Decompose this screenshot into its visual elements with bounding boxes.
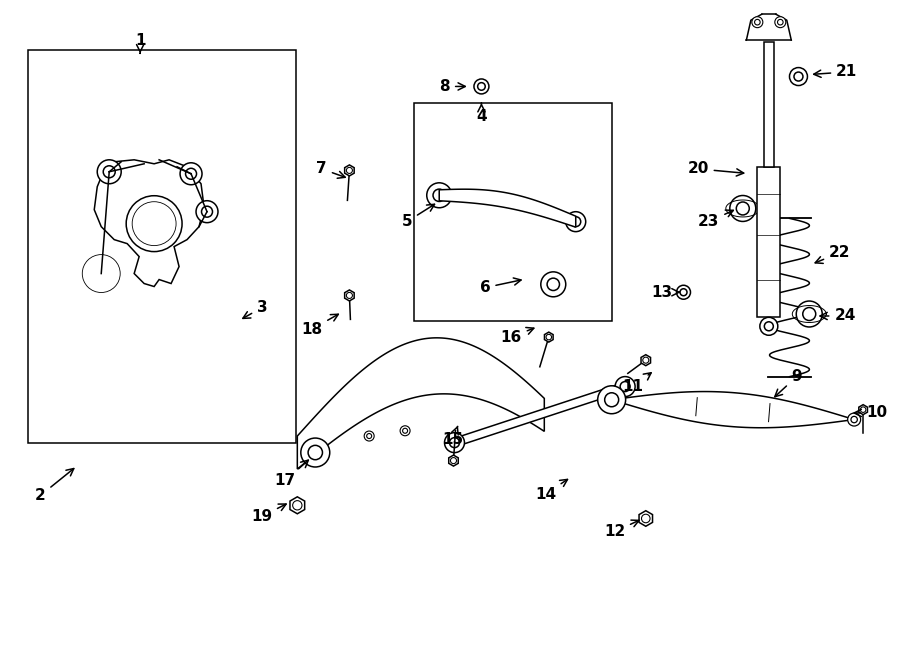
Circle shape [196,201,218,223]
Text: 20: 20 [688,161,743,176]
Circle shape [566,212,586,231]
Text: 7: 7 [316,161,346,178]
Circle shape [451,457,456,463]
Circle shape [292,500,302,510]
Circle shape [778,19,783,25]
Circle shape [364,431,374,441]
Text: 21: 21 [814,64,858,79]
Circle shape [104,166,115,178]
Circle shape [97,160,122,184]
Circle shape [620,381,630,391]
Circle shape [132,202,176,246]
Circle shape [445,433,464,453]
Circle shape [346,292,353,299]
Circle shape [301,438,329,467]
Polygon shape [94,160,204,286]
Circle shape [546,334,552,340]
Circle shape [400,426,410,436]
Circle shape [730,196,756,221]
Circle shape [680,289,687,295]
Text: 2: 2 [35,469,74,503]
Text: 8: 8 [439,79,465,94]
Text: 13: 13 [652,285,680,299]
Text: 14: 14 [535,479,568,502]
Polygon shape [454,383,626,447]
Circle shape [402,428,408,433]
Text: 17: 17 [274,460,309,488]
Text: 11: 11 [622,373,652,394]
Circle shape [126,196,182,252]
Circle shape [764,322,773,330]
Text: 9: 9 [775,369,802,397]
Circle shape [760,317,778,335]
Text: 10: 10 [854,405,886,420]
Text: 1: 1 [135,33,146,54]
Text: 3: 3 [243,300,267,319]
Circle shape [547,278,560,291]
Text: 4: 4 [476,103,487,124]
Circle shape [571,217,580,227]
Circle shape [82,254,121,293]
Circle shape [185,169,196,179]
Circle shape [803,307,815,321]
Circle shape [848,413,860,426]
Circle shape [736,202,750,215]
Polygon shape [345,165,355,176]
Circle shape [541,272,566,297]
Circle shape [796,301,823,327]
Circle shape [449,438,460,447]
Polygon shape [439,189,576,227]
Bar [28,50,295,443]
Circle shape [642,514,650,523]
Circle shape [94,266,108,280]
Text: 12: 12 [604,520,639,539]
Circle shape [775,17,786,28]
Text: 5: 5 [401,204,435,229]
Circle shape [433,189,446,202]
Polygon shape [639,511,652,526]
Polygon shape [544,332,554,342]
Circle shape [202,206,212,217]
Circle shape [752,17,763,28]
Polygon shape [345,290,355,301]
Text: 19: 19 [251,504,286,524]
Polygon shape [290,497,305,514]
Polygon shape [612,391,854,428]
Polygon shape [449,455,458,466]
Circle shape [754,19,760,25]
Polygon shape [641,355,651,366]
Circle shape [86,259,116,288]
Circle shape [794,72,803,81]
Circle shape [789,67,807,85]
Circle shape [677,286,690,299]
Polygon shape [297,338,544,469]
Polygon shape [758,167,780,317]
Circle shape [643,357,649,363]
Text: 18: 18 [302,314,338,336]
Circle shape [474,79,489,94]
Circle shape [478,83,485,91]
Polygon shape [859,405,868,414]
Text: 24: 24 [820,309,856,323]
Text: 6: 6 [480,278,521,295]
Polygon shape [763,42,774,167]
Text: 22: 22 [815,245,850,263]
Circle shape [860,407,866,412]
Circle shape [427,183,452,208]
Circle shape [598,386,626,414]
Text: 15: 15 [442,426,464,447]
Text: 16: 16 [500,327,534,344]
Circle shape [140,210,168,238]
Circle shape [605,393,618,407]
Circle shape [366,434,372,438]
Circle shape [308,446,322,459]
Circle shape [616,377,635,397]
Text: 23: 23 [698,210,733,229]
Bar [414,103,612,321]
Circle shape [851,416,858,423]
Circle shape [346,167,353,173]
Circle shape [180,163,202,184]
